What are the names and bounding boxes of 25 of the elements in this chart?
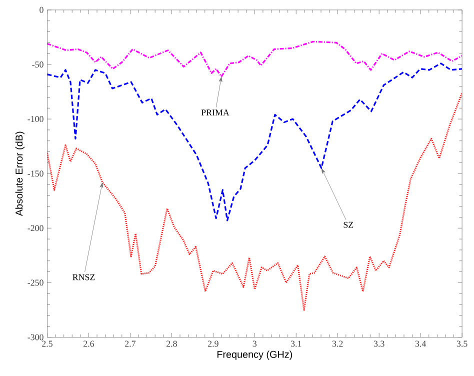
x-tick-label: 3.5: [456, 340, 468, 347]
annotation: SZ: [344, 222, 354, 228]
x-axis-title: Frequency (GHz): [217, 350, 292, 360]
x-tick-label: 3: [252, 340, 257, 347]
y-tick-label: -200: [28, 225, 44, 232]
x-tick-label: 2.5: [42, 340, 52, 347]
x-tick-label: 3.4: [415, 340, 426, 347]
y-axis-title: Absolute Error (dB): [15, 132, 25, 216]
line-series: [47, 62, 462, 222]
y-tick-label: -250: [28, 280, 44, 286]
x-tick-label: 3.3: [374, 340, 384, 347]
y-tick-label: -50: [32, 61, 44, 68]
x-tick-label: 3.2: [332, 340, 343, 347]
y-tick-label: -100: [28, 116, 44, 122]
x-tick-label: 3.1: [290, 340, 302, 347]
x-tick-label: 2.6: [84, 340, 94, 347]
y-tick-label: -150: [28, 170, 44, 177]
line-series: [47, 92, 462, 311]
y-tick-label: -300: [28, 334, 44, 340]
annotation: RNSZ: [72, 274, 95, 280]
annotation: PRIMA: [201, 110, 230, 116]
x-tick-label: 2.9: [208, 340, 218, 347]
x-tick-label: 2.8: [166, 340, 177, 347]
x-tick-label: 2.7: [125, 340, 136, 347]
y-tick-label: 0: [40, 6, 44, 13]
